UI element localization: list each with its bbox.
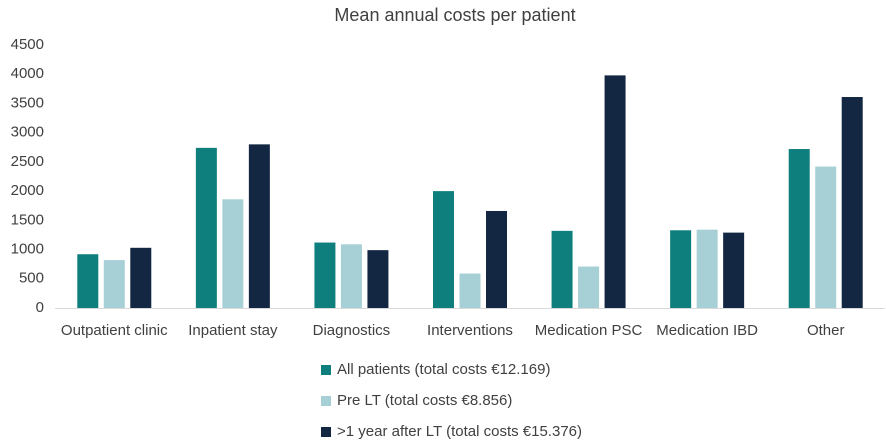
bar — [604, 75, 626, 308]
bar — [723, 232, 745, 308]
bar — [486, 210, 507, 308]
x-tick-label: Interventions — [427, 322, 513, 339]
bar — [195, 147, 217, 308]
bar — [367, 250, 389, 308]
x-tick-label: Inpatient stay — [188, 322, 278, 339]
bar — [696, 229, 718, 308]
x-tick-label: Other — [807, 322, 845, 339]
y-tick-label: 3500 — [11, 94, 44, 111]
legend-swatch — [321, 427, 331, 437]
x-tick-label: Medication PSC — [535, 322, 643, 339]
legend-swatch — [321, 365, 331, 375]
legend-label: All patients (total costs €12.169) — [337, 361, 550, 378]
y-tick-label: 4000 — [11, 65, 44, 82]
y-tick-label: 0 — [36, 299, 44, 316]
bar — [841, 97, 863, 308]
chart-title: Mean annual costs per patient — [334, 5, 575, 25]
bar — [670, 230, 692, 308]
bar — [222, 199, 244, 308]
legend-label: Pre LT (total costs €8.856) — [337, 392, 512, 409]
y-tick-label: 2500 — [11, 153, 44, 170]
bar — [788, 149, 810, 308]
bar — [248, 144, 270, 308]
bar — [815, 166, 837, 308]
legend-label: >1 year after LT (total costs €15.376) — [337, 423, 582, 440]
y-tick-label: 4500 — [11, 36, 44, 53]
legend-swatch — [321, 396, 331, 406]
x-tick-label: Medication IBD — [656, 322, 758, 339]
bar — [551, 230, 573, 308]
y-tick-label: 2000 — [11, 182, 44, 199]
bar — [314, 242, 336, 308]
y-tick-label: 1500 — [11, 211, 44, 228]
y-tick-label: 1000 — [11, 241, 44, 258]
bar — [433, 191, 454, 308]
bar — [130, 247, 152, 308]
x-tick-label: Diagnostics — [313, 322, 391, 339]
bar — [103, 260, 125, 308]
bar — [578, 266, 600, 308]
bar — [77, 254, 99, 308]
x-tick-label: Outpatient clinic — [61, 322, 168, 339]
bar — [459, 273, 481, 308]
y-tick-label: 500 — [19, 270, 44, 287]
y-tick-label: 3000 — [11, 124, 44, 141]
bar — [340, 244, 362, 308]
